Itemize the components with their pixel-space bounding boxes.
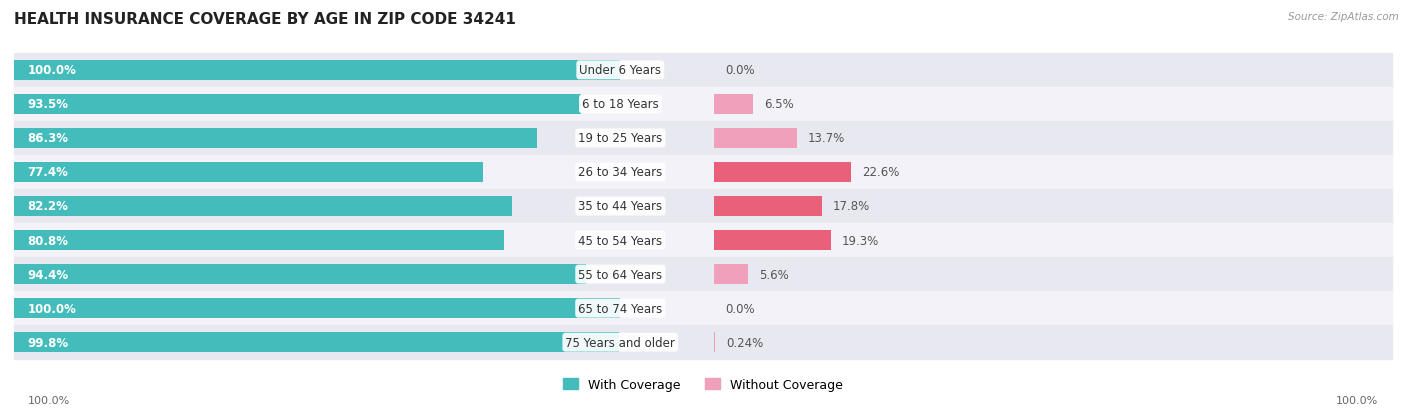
Text: 86.3%: 86.3% bbox=[27, 132, 69, 145]
Text: 100.0%: 100.0% bbox=[1336, 395, 1378, 405]
Text: 55 to 64 Years: 55 to 64 Years bbox=[578, 268, 662, 281]
Text: 5.6%: 5.6% bbox=[759, 268, 789, 281]
Text: 19 to 25 Years: 19 to 25 Years bbox=[578, 132, 662, 145]
Bar bbox=[14, 121, 1392, 156]
Text: 0.0%: 0.0% bbox=[725, 64, 755, 77]
Bar bbox=[14, 264, 586, 285]
Text: Source: ZipAtlas.com: Source: ZipAtlas.com bbox=[1288, 12, 1399, 22]
Bar bbox=[14, 88, 1392, 121]
Text: 100.0%: 100.0% bbox=[28, 395, 70, 405]
Text: 99.8%: 99.8% bbox=[27, 336, 69, 349]
Bar bbox=[14, 292, 1392, 325]
Text: 6 to 18 Years: 6 to 18 Years bbox=[582, 98, 658, 111]
Text: 94.4%: 94.4% bbox=[27, 268, 69, 281]
Bar bbox=[714, 162, 851, 183]
Text: Under 6 Years: Under 6 Years bbox=[579, 64, 661, 77]
Bar bbox=[14, 190, 1392, 223]
Bar bbox=[14, 60, 620, 81]
Bar bbox=[14, 332, 619, 353]
Text: 100.0%: 100.0% bbox=[27, 302, 76, 315]
Text: 35 to 44 Years: 35 to 44 Years bbox=[578, 200, 662, 213]
Text: 26 to 34 Years: 26 to 34 Years bbox=[578, 166, 662, 179]
Text: 93.5%: 93.5% bbox=[27, 98, 69, 111]
Text: 0.0%: 0.0% bbox=[725, 302, 755, 315]
Bar bbox=[714, 128, 797, 149]
Text: 17.8%: 17.8% bbox=[832, 200, 870, 213]
Bar bbox=[714, 264, 748, 285]
Text: 77.4%: 77.4% bbox=[27, 166, 67, 179]
Text: 100.0%: 100.0% bbox=[27, 64, 76, 77]
Bar bbox=[14, 257, 1392, 292]
Text: HEALTH INSURANCE COVERAGE BY AGE IN ZIP CODE 34241: HEALTH INSURANCE COVERAGE BY AGE IN ZIP … bbox=[14, 12, 516, 27]
Bar bbox=[14, 196, 512, 217]
Text: 22.6%: 22.6% bbox=[862, 166, 900, 179]
Text: 65 to 74 Years: 65 to 74 Years bbox=[578, 302, 662, 315]
Bar bbox=[14, 230, 503, 251]
Bar bbox=[14, 128, 537, 149]
Bar bbox=[14, 54, 1392, 88]
Bar bbox=[714, 332, 716, 353]
Bar bbox=[714, 230, 831, 251]
Text: 19.3%: 19.3% bbox=[842, 234, 879, 247]
Text: 0.24%: 0.24% bbox=[727, 336, 763, 349]
Text: 82.2%: 82.2% bbox=[27, 200, 67, 213]
Text: 75 Years and older: 75 Years and older bbox=[565, 336, 675, 349]
Bar bbox=[14, 162, 484, 183]
Text: 13.7%: 13.7% bbox=[808, 132, 845, 145]
Bar bbox=[714, 196, 823, 217]
Bar bbox=[14, 223, 1392, 257]
Bar bbox=[714, 95, 754, 115]
Bar bbox=[14, 325, 1392, 359]
Legend: With Coverage, Without Coverage: With Coverage, Without Coverage bbox=[558, 373, 848, 396]
Bar bbox=[14, 298, 620, 318]
Text: 45 to 54 Years: 45 to 54 Years bbox=[578, 234, 662, 247]
Text: 6.5%: 6.5% bbox=[765, 98, 794, 111]
Text: 80.8%: 80.8% bbox=[27, 234, 69, 247]
Bar bbox=[14, 156, 1392, 190]
Bar bbox=[14, 95, 581, 115]
